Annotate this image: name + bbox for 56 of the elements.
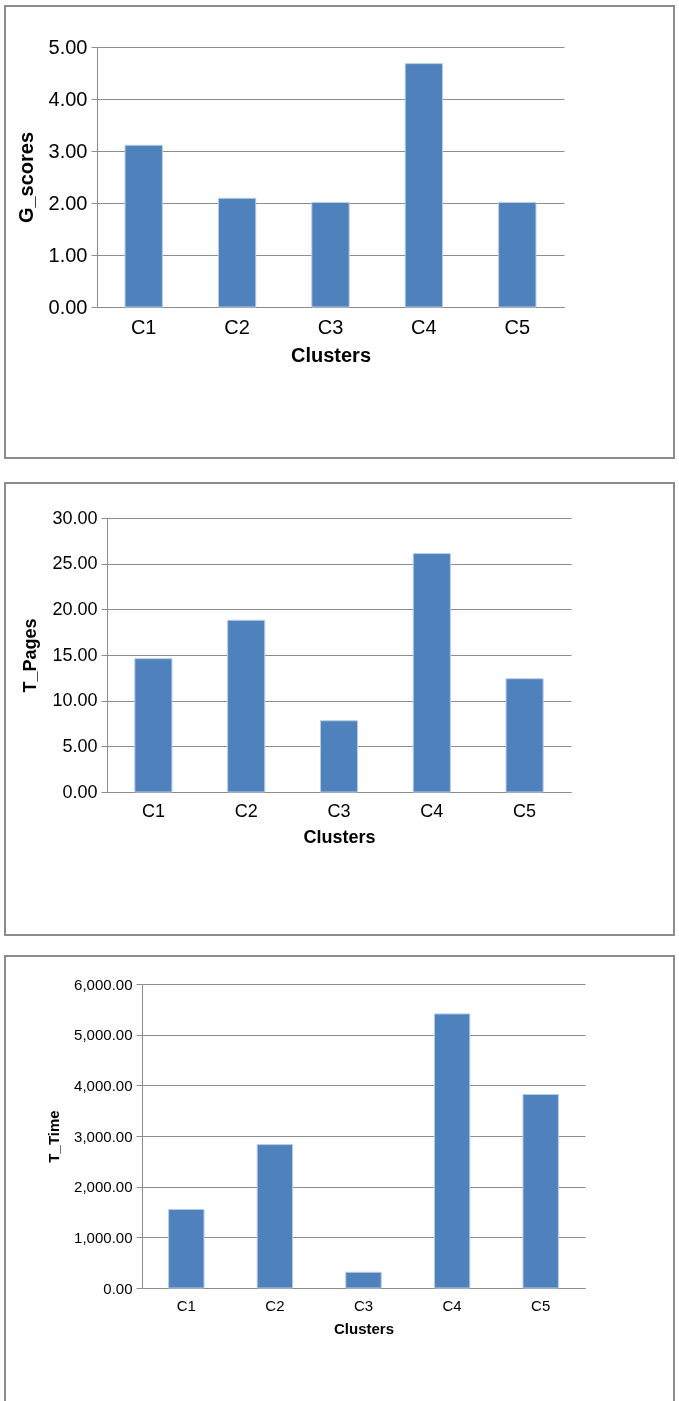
bar [227, 619, 266, 793]
x-axis-title: Clusters [303, 826, 376, 847]
x-tick-label: C3 [317, 315, 344, 338]
y-tick-label: 5.00 [62, 735, 98, 756]
bar [319, 720, 359, 793]
bar [124, 144, 163, 308]
x-tick-label: C1 [141, 800, 165, 821]
x-tick-label: C4 [411, 315, 437, 338]
x-axis-title: Clusters [290, 343, 372, 366]
bar [217, 197, 257, 308]
y-tick-label: 3.00 [48, 139, 88, 162]
x-tick-label: C2 [234, 800, 258, 821]
x-tick-label: C1 [176, 1296, 196, 1314]
bar [256, 1144, 294, 1289]
y-tick-label: 2.00 [48, 191, 88, 214]
y-tick-label: 30.00 [52, 507, 98, 528]
y-tick-label: 1,000.00 [74, 1228, 133, 1246]
x-tick-label: C3 [353, 1296, 374, 1314]
bar [498, 201, 537, 308]
y-tick-label: 0.00 [103, 1279, 133, 1297]
y-tick-label: 0.00 [48, 295, 88, 318]
bar [412, 553, 451, 793]
y-tick-label: 5.00 [48, 35, 88, 58]
bar [404, 63, 444, 308]
bar [522, 1093, 559, 1289]
bar [433, 1013, 471, 1289]
x-tick-label: C5 [513, 800, 537, 821]
y-axis-title: T_Time [45, 1110, 63, 1163]
y-tick-label: 6,000.00 [74, 975, 133, 993]
y-tick-label: 4.00 [48, 87, 88, 110]
bar [345, 1271, 382, 1289]
x-tick-label: C2 [224, 315, 250, 338]
x-tick-label: C4 [442, 1296, 462, 1314]
y-tick-label: 10.00 [52, 690, 98, 711]
x-tick-label: C5 [531, 1296, 551, 1314]
y-tick-label: 5,000.00 [74, 1026, 133, 1044]
y-tick-label: 20.00 [52, 598, 98, 619]
x-axis-title: Clusters [333, 1319, 395, 1337]
bar [505, 678, 544, 793]
y-tick-label: 4,000.00 [74, 1076, 133, 1094]
y-axis-title: T_Pages [20, 618, 41, 693]
y-tick-label: 3,000.00 [74, 1127, 133, 1145]
x-tick-label: C1 [130, 315, 157, 338]
x-tick-label: C4 [420, 800, 444, 821]
bar [168, 1208, 205, 1289]
y-tick-label: 2,000.00 [74, 1178, 133, 1196]
y-tick-label: 0.00 [62, 781, 98, 802]
x-tick-label: C2 [265, 1296, 285, 1314]
y-tick-label: 15.00 [52, 644, 98, 665]
y-tick-label: 25.00 [52, 553, 98, 574]
bar [134, 658, 173, 793]
x-tick-label: C3 [327, 800, 351, 821]
bar [311, 201, 350, 308]
y-tick-label: 1.00 [48, 243, 88, 266]
x-tick-label: C5 [504, 315, 531, 338]
y-axis-title: G_scores [14, 131, 37, 224]
